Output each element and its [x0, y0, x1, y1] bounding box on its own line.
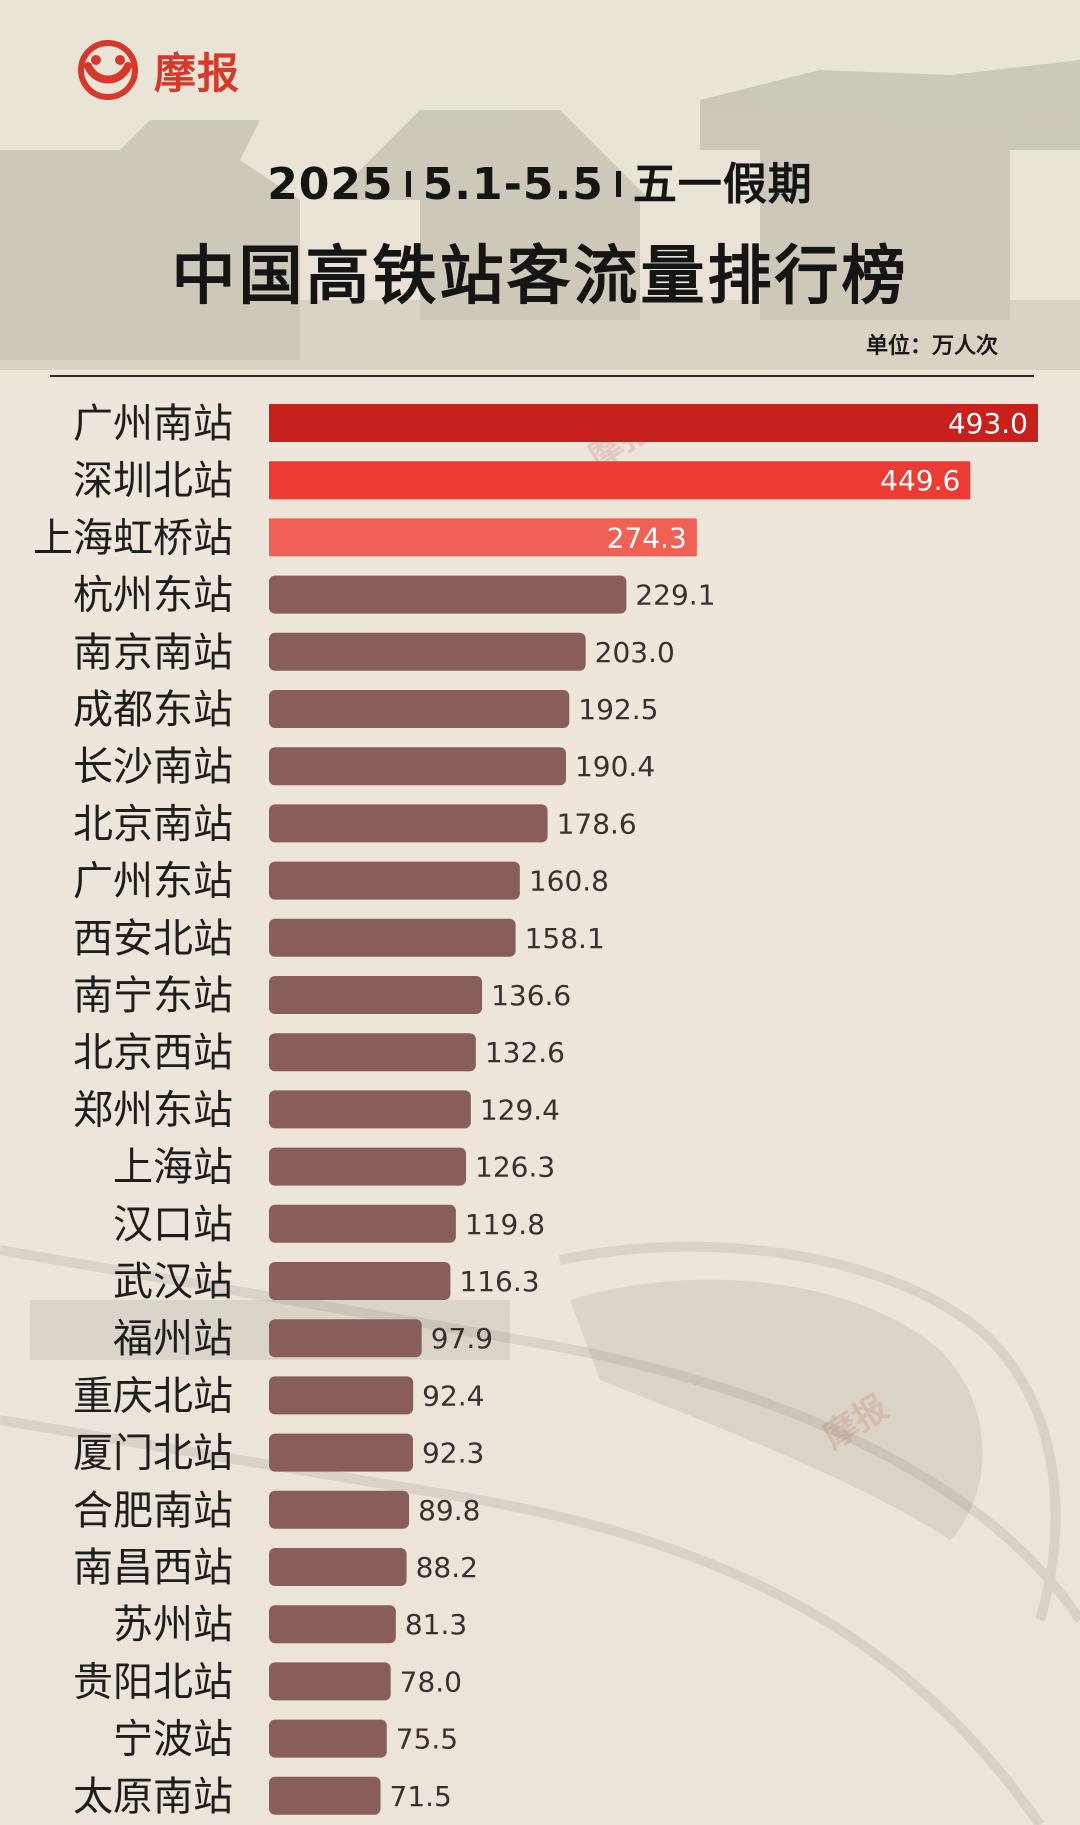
bar [269, 747, 566, 786]
category-label: 厦门北站 [73, 1431, 233, 1477]
subtitle-separator [405, 171, 411, 197]
category-label: 武汉站 [113, 1259, 233, 1305]
category-label: 广州东站 [73, 859, 233, 905]
brand-logo: 摩报 [66, 40, 240, 100]
bar-value-label: 190.4 [575, 750, 655, 783]
moobao-logo-icon [78, 40, 138, 100]
bar-value-label: 229.1 [635, 579, 715, 612]
bar [269, 1433, 413, 1472]
bar [269, 1262, 451, 1300]
title-divider [50, 375, 1034, 377]
subtitle-separator [615, 171, 621, 197]
bar-value-label: 132.6 [485, 1036, 565, 1069]
subtitle-holiday: 五一假期 [632, 159, 813, 210]
category-label: 南京南站 [73, 630, 233, 676]
category-label: 南宁东站 [73, 973, 233, 1019]
bar [269, 918, 516, 957]
bar [269, 976, 483, 1014]
bar [269, 804, 548, 843]
bar-value-label: 274.3 [607, 521, 687, 554]
bar [269, 632, 586, 671]
category-label: 合肥南站 [73, 1488, 233, 1534]
bar-value-label: 158.1 [525, 922, 605, 955]
bar [269, 1204, 456, 1243]
chart-subtitle: 2025 5.1-5.5 五一假期 [0, 148, 1080, 212]
bar-value-label: 160.8 [529, 865, 609, 898]
bar-value-label: 92.3 [422, 1437, 484, 1470]
bar [269, 1719, 387, 1758]
bar-value-label: 126.3 [475, 1151, 555, 1184]
category-label: 太原南站 [73, 1774, 233, 1820]
bar [269, 1548, 407, 1586]
category-label: 成都东站 [73, 687, 233, 733]
bar [269, 1033, 476, 1072]
bar-value-label: 203.0 [595, 636, 675, 669]
subtitle-dates: 5.1-5.5 [422, 159, 604, 210]
category-label: 北京西站 [73, 1030, 233, 1076]
bar-value-label: 78.0 [400, 1665, 462, 1698]
bar-value-label: 178.6 [557, 807, 637, 840]
category-label: 广州南站 [73, 401, 233, 447]
bar-value-label: 75.5 [396, 1723, 458, 1756]
bar-value-label: 81.3 [405, 1608, 467, 1641]
bar-value-label: 192.5 [578, 693, 658, 726]
category-label: 汉口站 [113, 1202, 233, 1248]
bar [269, 1490, 410, 1529]
category-label: 上海虹桥站 [33, 515, 233, 561]
bar [269, 404, 1038, 442]
bar [269, 1662, 391, 1701]
bar-value-label: 493.0 [948, 407, 1028, 440]
bar [269, 575, 627, 614]
bar [269, 690, 570, 728]
bar [269, 1090, 471, 1129]
bar-value-label: 88.2 [416, 1551, 478, 1584]
brand-name: 摩报 [154, 48, 241, 98]
bar [269, 1319, 422, 1358]
bar [269, 518, 697, 557]
bar [269, 861, 520, 900]
category-label: 南昌西站 [73, 1545, 233, 1591]
category-label: 西安北站 [73, 916, 233, 962]
category-label: 郑州东站 [73, 1087, 233, 1133]
bar-value-label: 116.3 [459, 1265, 539, 1298]
bar-value-label: 449.6 [880, 464, 960, 497]
category-label: 杭州东站 [73, 573, 233, 619]
category-label: 宁波站 [113, 1717, 233, 1763]
category-label: 深圳北站 [73, 458, 233, 504]
chart-title: 中国高铁站客流量排行榜 [171, 240, 909, 314]
bar [269, 1376, 414, 1415]
category-label: 北京南站 [73, 801, 233, 847]
bar-value-label: 97.9 [431, 1322, 493, 1355]
subtitle-year: 2025 [267, 159, 394, 210]
bar-value-label: 119.8 [465, 1208, 545, 1241]
category-label: 重庆北站 [73, 1373, 233, 1419]
category-label: 上海站 [113, 1145, 233, 1191]
category-label: 长沙南站 [73, 744, 233, 790]
bar-value-label: 129.4 [480, 1093, 560, 1126]
bar-value-label: 71.5 [390, 1780, 452, 1813]
bar [269, 1776, 381, 1815]
bar-value-label: 136.6 [491, 979, 571, 1012]
category-label: 苏州站 [113, 1602, 233, 1648]
bar [269, 1605, 396, 1644]
bar [269, 1147, 467, 1186]
bar [269, 461, 971, 500]
bar-value-label: 92.4 [422, 1379, 484, 1412]
category-label: 福州站 [113, 1316, 233, 1362]
unit-label: 单位：万人次 [865, 334, 998, 359]
bar-value-label: 89.8 [418, 1494, 480, 1527]
category-label: 贵阳北站 [73, 1659, 233, 1705]
